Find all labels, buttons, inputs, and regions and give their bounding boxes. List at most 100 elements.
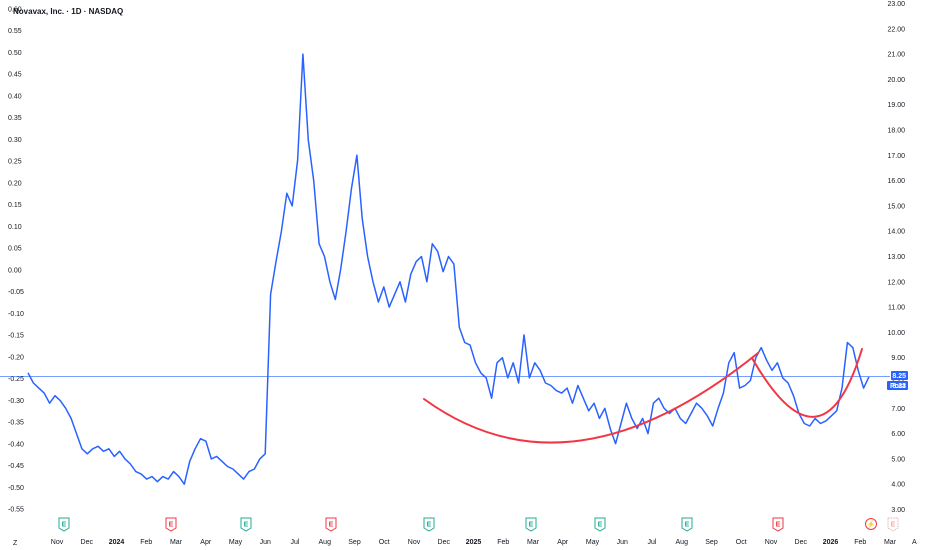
right-axis-tick: 11.00 bbox=[888, 305, 905, 312]
time-axis-label: Jul bbox=[648, 539, 657, 546]
time-axis-label: Jul bbox=[291, 539, 300, 546]
time-axis-label: Feb bbox=[497, 539, 509, 546]
right-axis-tick: 13.00 bbox=[887, 254, 905, 261]
earnings-event-icon[interactable]: E bbox=[240, 517, 252, 532]
earnings-event-icon[interactable]: E bbox=[423, 517, 435, 532]
right-axis-tick: 5.00 bbox=[891, 456, 905, 463]
right-axis-tick: 14.00 bbox=[887, 229, 905, 236]
left-axis-tick: 0.40 bbox=[8, 93, 22, 100]
left-axis-tick: 0.05 bbox=[8, 246, 22, 253]
left-axis-tick: -0.35 bbox=[8, 420, 24, 427]
left-axis-tick: -0.30 bbox=[8, 398, 24, 405]
event-markers[interactable]: E E E E E E E E E ⚡ E bbox=[58, 517, 899, 532]
event-symbol: E bbox=[329, 522, 334, 529]
time-axis-label: Dec bbox=[795, 539, 808, 546]
right-axis-tick: 19.00 bbox=[887, 102, 905, 109]
post-label: Post bbox=[890, 383, 906, 390]
right-axis-tick: 17.00 bbox=[887, 153, 905, 160]
right-axis-tick: 6.00 bbox=[891, 431, 905, 438]
left-axis-tick: 0.35 bbox=[8, 115, 22, 122]
right-axis-tick: 4.00 bbox=[891, 482, 905, 489]
time-axis[interactable]: Nov Dec 2024 Feb Mar Apr May Jun Jul Aug Sep Oct Nov… bbox=[51, 539, 897, 546]
right-axis[interactable]: 23.00 22.00 21.00 20.00 19.00 18.00 17.00 16.00… bbox=[887, 1, 905, 514]
right-axis-tick: 18.00 bbox=[887, 128, 905, 135]
left-axis-tick: -0.55 bbox=[8, 507, 24, 514]
time-axis-label: Feb bbox=[140, 539, 152, 546]
post-market-label: Post 8.23 bbox=[887, 381, 908, 390]
time-axis-label: Mar bbox=[884, 539, 897, 546]
price-label: 8.25 bbox=[891, 371, 908, 380]
time-axis-label: Dec bbox=[81, 539, 94, 546]
event-symbol: E bbox=[598, 522, 603, 529]
price-label-text: 8.25 bbox=[892, 373, 906, 380]
event-symbol: E bbox=[62, 522, 67, 529]
left-axis-tick: 0.10 bbox=[8, 224, 22, 231]
left-axis-tick: 0.25 bbox=[8, 159, 22, 166]
event-symbol: E bbox=[776, 522, 781, 529]
time-axis-label: Oct bbox=[736, 539, 747, 546]
left-axis[interactable]: 0.60 0.55 0.50 0.45 0.40 0.35 0.30 0.25 0.20 0.15… bbox=[8, 7, 24, 514]
earnings-event-icon[interactable]: E bbox=[681, 517, 693, 532]
pattern-arcs[interactable] bbox=[423, 348, 863, 444]
time-axis-label: May bbox=[586, 539, 600, 546]
auto-scale-toggle[interactable]: A bbox=[912, 539, 917, 546]
pattern-arc[interactable] bbox=[751, 348, 863, 418]
time-axis-label: Sep bbox=[348, 539, 361, 546]
time-axis-label: Oct bbox=[379, 539, 390, 546]
time-axis-label: Nov bbox=[765, 539, 778, 546]
left-axis-tick: 0.45 bbox=[8, 72, 22, 79]
pattern-arc[interactable] bbox=[423, 352, 759, 444]
left-axis-tick: -0.10 bbox=[8, 311, 24, 318]
earnings-event-icon[interactable]: E bbox=[525, 517, 537, 532]
event-symbol: E bbox=[244, 522, 249, 529]
earnings-event-icon[interactable]: E bbox=[58, 517, 70, 532]
right-axis-tick: 10.00 bbox=[887, 330, 905, 337]
time-axis-label: Jun bbox=[617, 539, 628, 546]
time-axis-label: 2026 bbox=[823, 539, 839, 546]
right-axis-tick: 21.00 bbox=[887, 52, 905, 59]
price-series[interactable] bbox=[27, 53, 870, 485]
left-axis-tick: 0.55 bbox=[8, 28, 22, 35]
right-axis-tick: 15.00 bbox=[887, 203, 905, 210]
earnings-event-icon[interactable]: E bbox=[325, 517, 337, 532]
time-axis-label: Feb bbox=[854, 539, 866, 546]
time-axis-label: Aug bbox=[319, 539, 332, 546]
event-symbol: E bbox=[891, 522, 896, 529]
left-axis-tick: -0.45 bbox=[8, 463, 24, 470]
time-axis-label: Apr bbox=[557, 539, 569, 546]
right-axis-tick: 20.00 bbox=[887, 77, 905, 84]
left-axis-tick: 0.30 bbox=[8, 137, 22, 144]
price-line-series[interactable] bbox=[27, 53, 870, 485]
event-symbol: E bbox=[529, 522, 534, 529]
time-axis-label: Aug bbox=[676, 539, 689, 546]
time-axis-label: 2025 bbox=[466, 539, 482, 546]
left-axis-tick: -0.50 bbox=[8, 485, 24, 492]
event-symbol: E bbox=[427, 522, 432, 529]
earnings-event-icon[interactable]: E bbox=[772, 517, 784, 532]
right-axis-tick: 23.00 bbox=[887, 1, 905, 8]
time-axis-label: Mar bbox=[170, 539, 183, 546]
left-axis-tick: 0.20 bbox=[8, 180, 22, 187]
timezone-toggle[interactable]: Z bbox=[13, 540, 18, 547]
right-axis-tick: 22.00 bbox=[887, 26, 905, 33]
left-axis-tick: -0.40 bbox=[8, 441, 24, 448]
earnings-event-icon[interactable]: E bbox=[887, 517, 899, 532]
earnings-event-icon[interactable]: E bbox=[594, 517, 606, 532]
time-axis-label: Sep bbox=[705, 539, 718, 546]
time-axis-label: Dec bbox=[438, 539, 451, 546]
event-symbol: E bbox=[685, 522, 690, 529]
left-axis-tick: -0.15 bbox=[8, 333, 24, 340]
left-axis-tick: 0.50 bbox=[8, 50, 22, 57]
time-axis-label: Nov bbox=[51, 539, 64, 546]
chart-title: Novavax, Inc. · 1D · NASDAQ bbox=[13, 7, 123, 16]
right-axis-tick: 12.00 bbox=[887, 279, 905, 286]
earnings-event-icon[interactable]: E bbox=[165, 517, 177, 532]
split-event-icon[interactable]: ⚡ bbox=[865, 518, 877, 530]
right-axis-tick: 7.00 bbox=[891, 406, 905, 413]
time-axis-label: Mar bbox=[527, 539, 540, 546]
left-axis-tick: -0.05 bbox=[8, 289, 24, 296]
time-axis-label: Apr bbox=[200, 539, 212, 546]
event-symbol: E bbox=[169, 522, 174, 529]
left-axis-tick: 0.60 bbox=[8, 7, 22, 14]
